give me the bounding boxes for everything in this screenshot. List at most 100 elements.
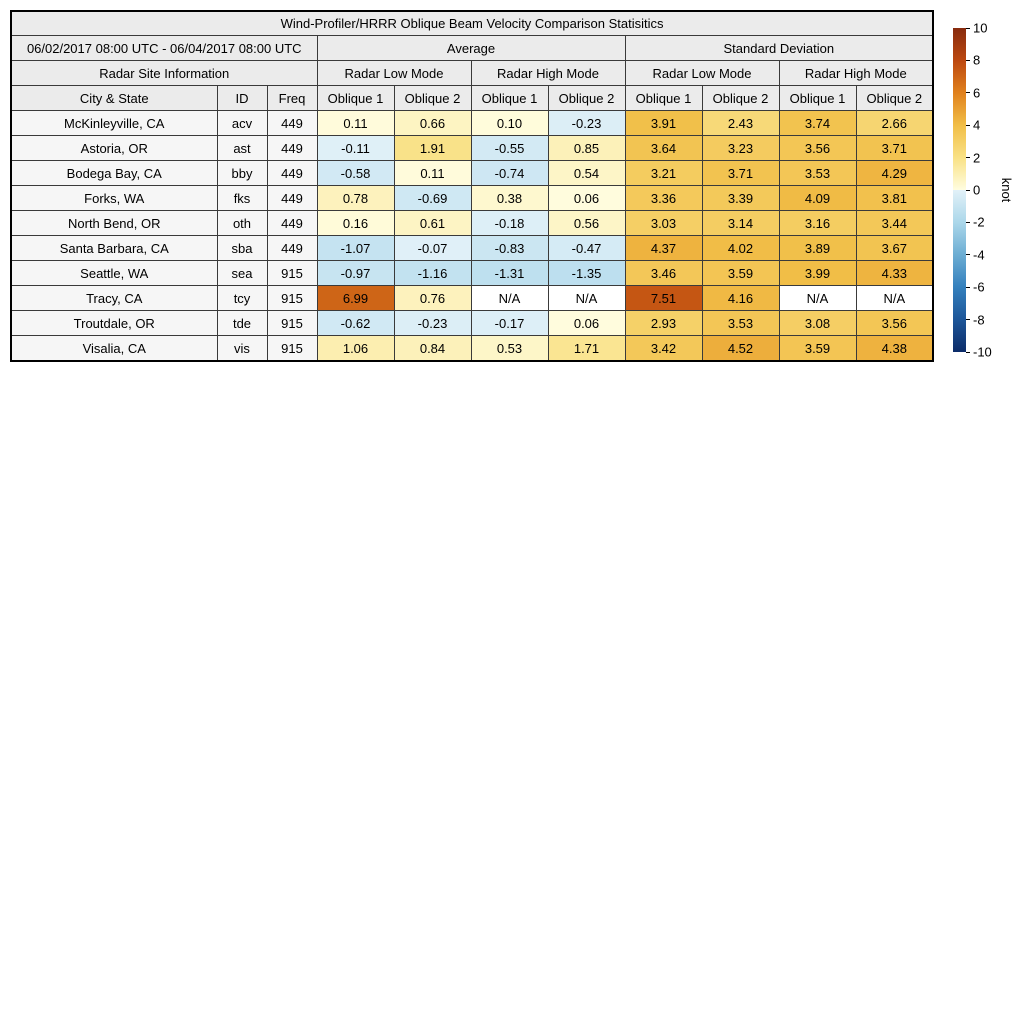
colorbar-tick-label: 2: [973, 150, 981, 166]
col-oblique: Oblique 2: [701, 85, 780, 111]
col-oblique: Oblique 2: [547, 85, 626, 111]
value-cell: -1.07: [316, 235, 395, 261]
value-cell: 3.36: [624, 185, 703, 211]
col-oblique: Oblique 1: [316, 85, 395, 111]
city-cell: Visalia, CA: [10, 335, 218, 362]
value-cell: 0.61: [393, 210, 472, 236]
colorbar-tick-mark: [966, 254, 970, 256]
value-cell: -0.23: [393, 310, 472, 336]
freq-cell: 449: [266, 185, 318, 211]
value-cell: N/A: [547, 285, 626, 311]
value-cell: -0.47: [547, 235, 626, 261]
value-cell: -0.74: [470, 160, 549, 186]
city-cell: Forks, WA: [10, 185, 218, 211]
value-cell: 4.52: [701, 335, 780, 362]
col-oblique: Oblique 2: [855, 85, 934, 111]
value-cell: 0.06: [547, 185, 626, 211]
value-cell: 4.33: [855, 260, 934, 286]
table-row: Santa Barbara, CA sba 449 -1.07 -0.07 -0.83 -0…: [10, 235, 934, 261]
freq-cell: 915: [266, 335, 318, 362]
stats-table: Wind-Profiler/HRRR Oblique Beam Velocity…: [10, 10, 935, 362]
header-site-info: Radar Site Information: [10, 60, 318, 86]
title-row: Wind-Profiler/HRRR Oblique Beam Velocity…: [10, 10, 934, 36]
value-cell: 4.38: [855, 335, 934, 362]
table-row: North Bend, OR oth 449 0.16 0.61 -0.18 0.56 3.0…: [10, 210, 934, 236]
value-cell: 1.06: [316, 335, 395, 362]
colorbar-tick-label: -2: [973, 214, 985, 230]
value-cell: -0.55: [470, 135, 549, 161]
value-cell: 1.91: [393, 135, 472, 161]
value-cell: -0.11: [316, 135, 395, 161]
id-cell: tde: [216, 310, 268, 336]
table-row: McKinleyville, CA acv 449 0.11 0.66 0.10 -0.23…: [10, 110, 934, 136]
colorbar-tick-mark: [966, 319, 970, 321]
header-mode-avg-high: Radar High Mode: [470, 60, 626, 86]
value-cell: 4.37: [624, 235, 703, 261]
value-cell: 3.44: [855, 210, 934, 236]
colorbar-tick-label: 10: [973, 20, 988, 36]
value-cell: 3.64: [624, 135, 703, 161]
value-cell: 4.09: [778, 185, 857, 211]
colorbar-tick-mark: [966, 351, 970, 353]
id-cell: tcy: [216, 285, 268, 311]
value-cell: -0.07: [393, 235, 472, 261]
col-city-state: City & State: [10, 85, 218, 111]
colorbar-tick-mark: [966, 189, 970, 191]
city-cell: Seattle, WA: [10, 260, 218, 286]
header-group-stddev: Standard Deviation: [624, 35, 934, 61]
value-cell: 2.93: [624, 310, 703, 336]
freq-cell: 915: [266, 310, 318, 336]
colorbar-tick-label: 0: [973, 182, 981, 198]
value-cell: 3.46: [624, 260, 703, 286]
freq-cell: 449: [266, 210, 318, 236]
group-header-row: 06/02/2017 08:00 UTC - 06/04/2017 08:00 …: [10, 35, 934, 61]
value-cell: 3.99: [778, 260, 857, 286]
value-cell: -0.17: [470, 310, 549, 336]
value-cell: 3.16: [778, 210, 857, 236]
header-mode-std-low: Radar Low Mode: [624, 60, 780, 86]
freq-cell: 449: [266, 235, 318, 261]
header-mode-avg-low: Radar Low Mode: [316, 60, 472, 86]
id-cell: sba: [216, 235, 268, 261]
value-cell: 4.29: [855, 160, 934, 186]
col-oblique: Oblique 2: [393, 85, 472, 111]
value-cell: 3.56: [855, 310, 934, 336]
colorbar-tick-label: -4: [973, 247, 985, 263]
value-cell: 0.38: [470, 185, 549, 211]
id-cell: acv: [216, 110, 268, 136]
table-row: Forks, WA fks 449 0.78 -0.69 0.38 0.06 3.36 3.39…: [10, 185, 934, 211]
value-cell: -1.16: [393, 260, 472, 286]
col-freq: Freq: [266, 85, 318, 111]
city-cell: North Bend, OR: [10, 210, 218, 236]
header-mode-std-high: Radar High Mode: [778, 60, 934, 86]
table-row: Tracy, CA tcy 915 6.99 0.76 N/A N/A 7.51 4.16 N/A…: [10, 285, 934, 311]
value-cell: 0.06: [547, 310, 626, 336]
value-cell: -0.18: [470, 210, 549, 236]
colorbar-tick-mark: [966, 286, 970, 288]
value-cell: 3.81: [855, 185, 934, 211]
freq-cell: 915: [266, 285, 318, 311]
value-cell: -0.23: [547, 110, 626, 136]
value-cell: 3.21: [624, 160, 703, 186]
value-cell: -0.58: [316, 160, 395, 186]
value-cell: -0.69: [393, 185, 472, 211]
value-cell: 0.16: [316, 210, 395, 236]
value-cell: 0.11: [316, 110, 395, 136]
colorbar-tick-label: 8: [973, 52, 981, 68]
colorbar-tick-label: 4: [973, 117, 981, 133]
value-cell: 0.11: [393, 160, 472, 186]
colorbar-tick-label: 6: [973, 85, 981, 101]
column-header-row: City & State ID Freq Oblique 1 Oblique 2…: [10, 85, 934, 111]
value-cell: -0.62: [316, 310, 395, 336]
value-cell: 2.66: [855, 110, 934, 136]
value-cell: 3.53: [778, 160, 857, 186]
col-id: ID: [216, 85, 268, 111]
table-row: Astoria, OR ast 449 -0.11 1.91 -0.55 0.85 3.64 3…: [10, 135, 934, 161]
table-row: Visalia, CA vis 915 1.06 0.84 0.53 1.71 3.42 4.5…: [10, 335, 934, 362]
value-cell: 3.59: [701, 260, 780, 286]
value-cell: -0.97: [316, 260, 395, 286]
table-row: Bodega Bay, CA bby 449 -0.58 0.11 -0.74 0.54 3.…: [10, 160, 934, 186]
value-cell: 0.66: [393, 110, 472, 136]
value-cell: N/A: [855, 285, 934, 311]
